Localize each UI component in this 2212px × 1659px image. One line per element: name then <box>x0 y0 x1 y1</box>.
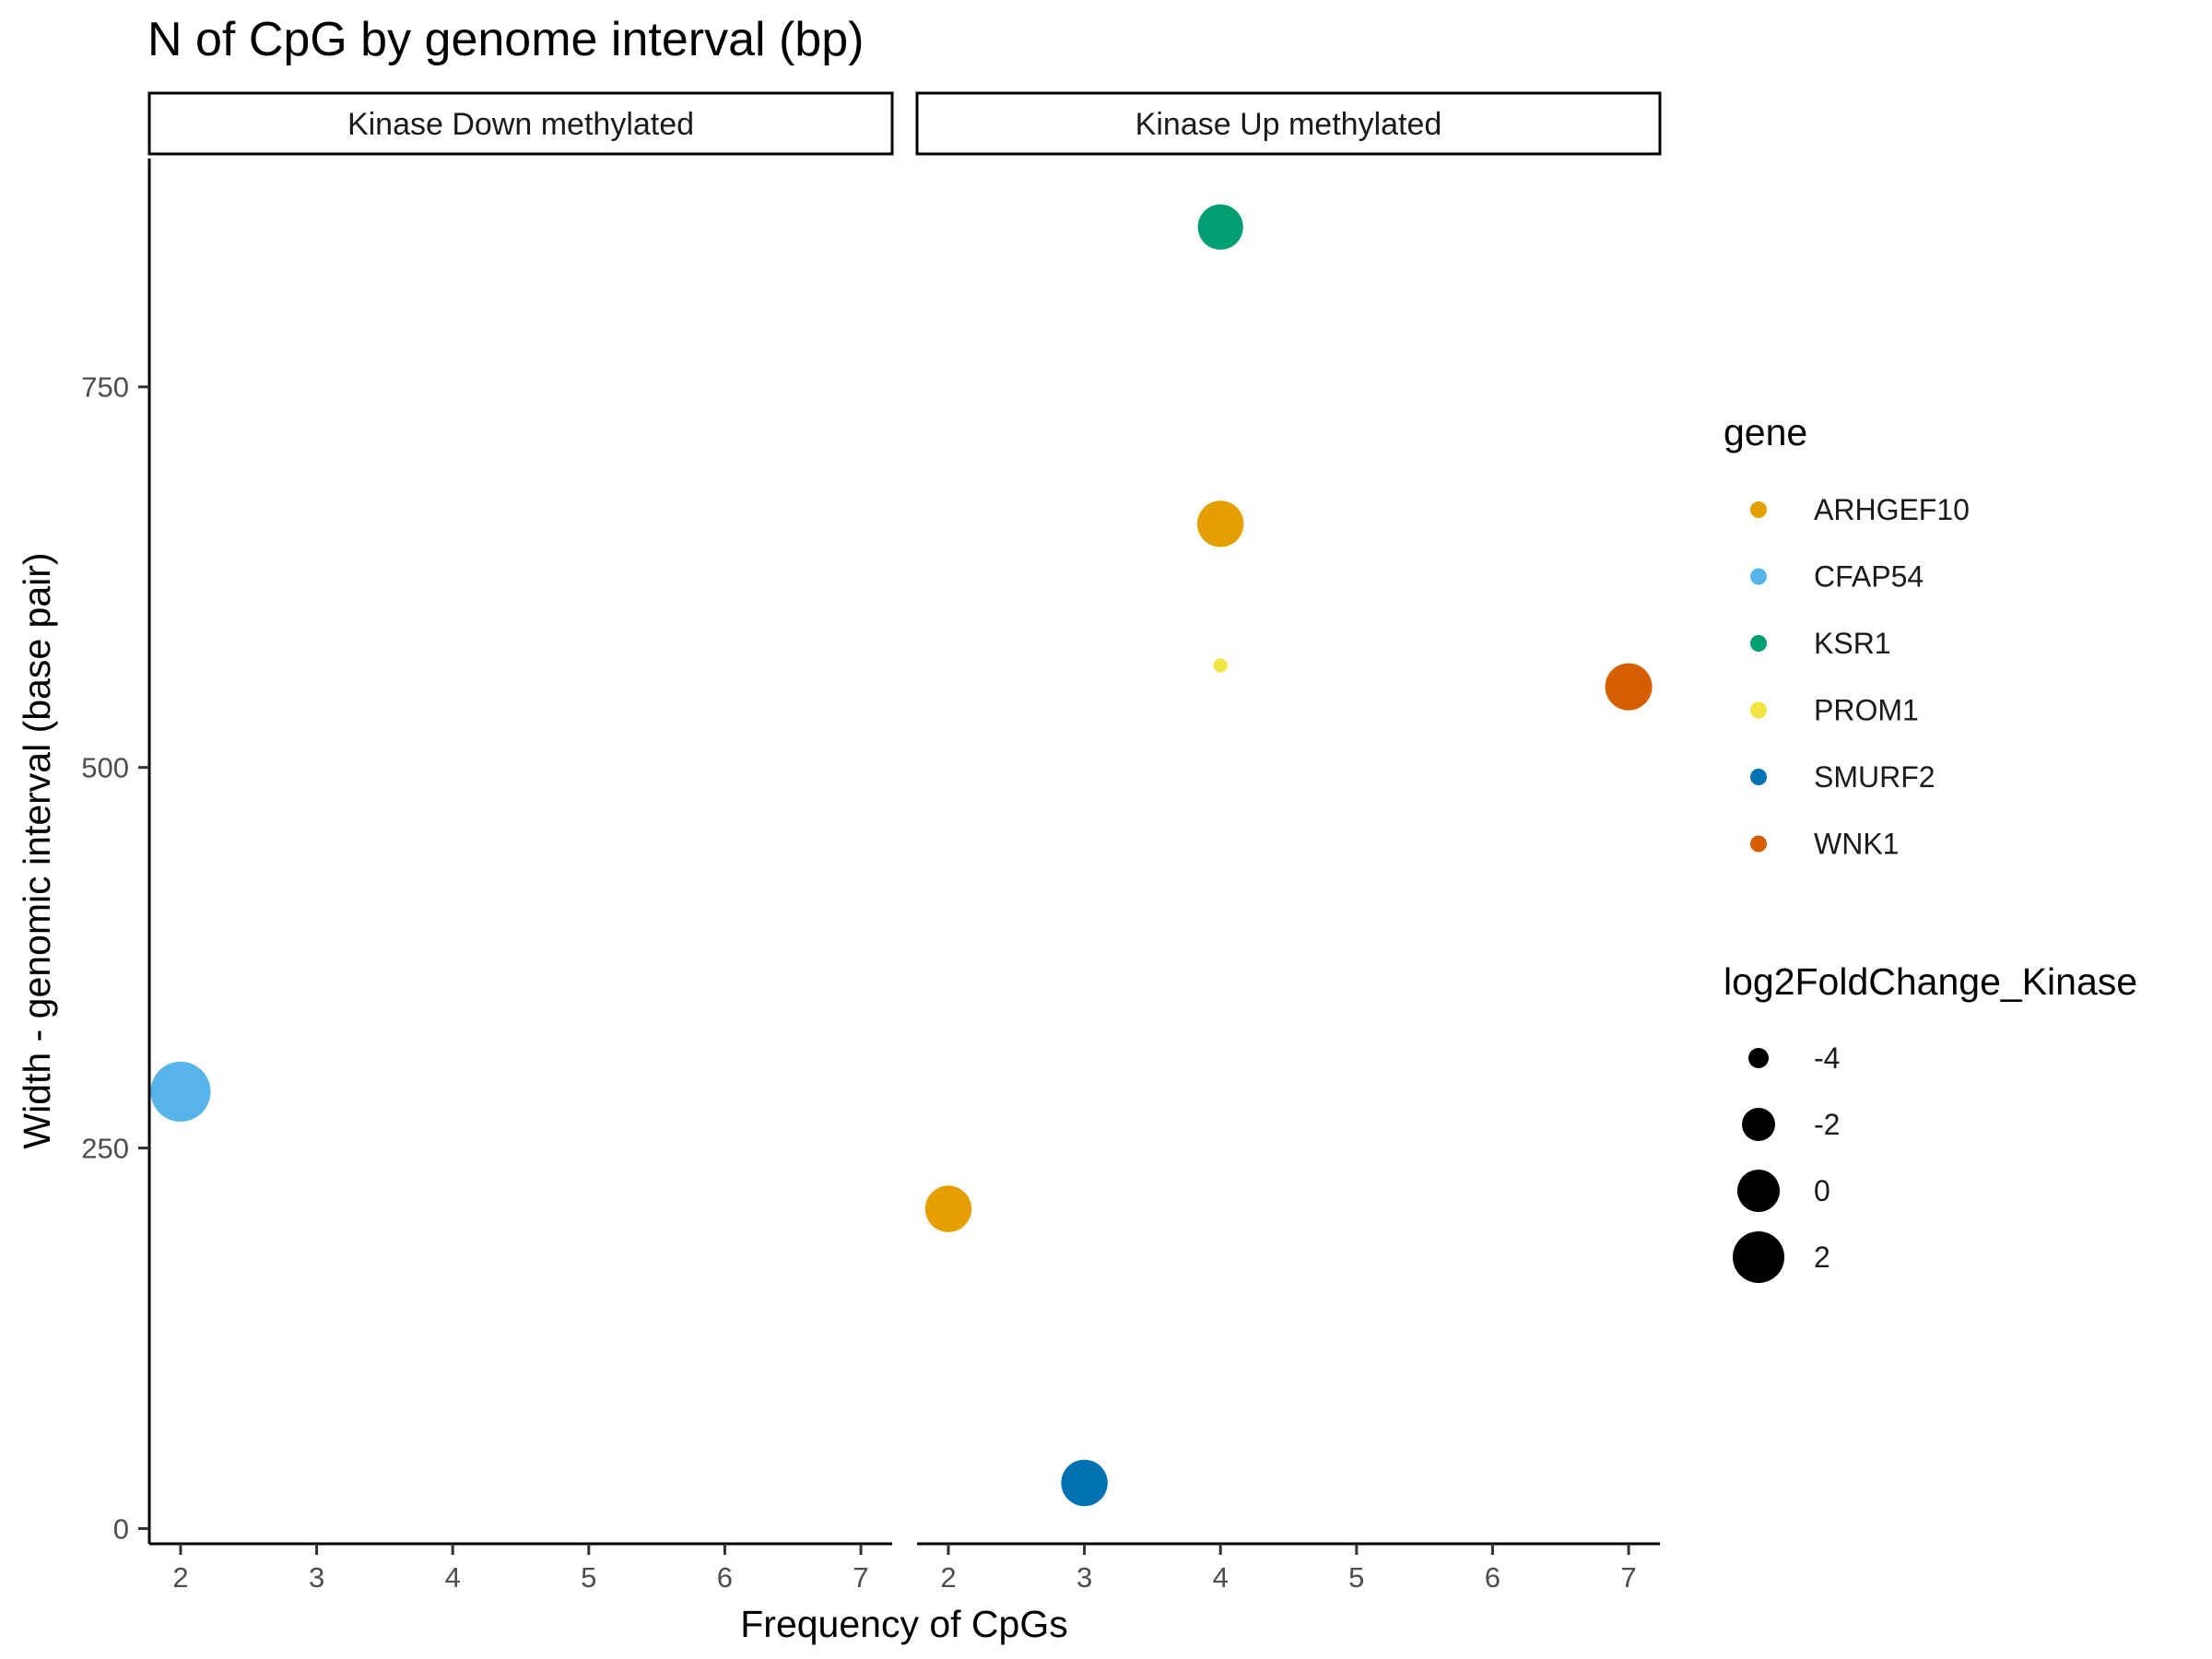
x-tick-label: 5 <box>581 1561 596 1594</box>
point-ksr1 <box>1197 204 1243 250</box>
x-tick-label: 4 <box>1213 1561 1229 1594</box>
size-legend-key <box>1733 1231 1784 1283</box>
x-tick-label: 5 <box>1348 1561 1364 1594</box>
x-tick-label: 7 <box>853 1561 868 1594</box>
point-arhgef10 <box>1196 500 1244 547</box>
data-points <box>150 204 1653 1507</box>
facet-strip-label-down: Kinase Down methylated <box>347 107 694 142</box>
gene-legend-title: gene <box>1724 411 1807 453</box>
legend-label-smurf2: SMURF2 <box>1814 760 1936 794</box>
x-tick-label: 6 <box>1485 1561 1500 1594</box>
facet-strip-down <box>147 91 894 156</box>
x-tick-label: 2 <box>940 1561 956 1594</box>
gene-legend: ARHGEF10 CFAP54 KSR1 PROM1 SMURF2 WNK1 <box>1750 493 1970 861</box>
legend-key-smurf2 <box>1750 769 1767 785</box>
y-tick-label: 250 <box>81 1133 129 1165</box>
legend-key-cfap54 <box>1750 568 1767 585</box>
point-cfap54 <box>150 1061 211 1123</box>
y-tick-label: 750 <box>81 371 129 404</box>
x-axis-title: Frequency of CpGs <box>740 1603 1068 1645</box>
legend-key-arhgef10 <box>1750 501 1767 518</box>
size-legend: -4 -2 0 2 <box>1733 1041 1840 1283</box>
legend-label-ksr1: KSR1 <box>1814 627 1891 660</box>
size-legend-label: 2 <box>1814 1241 1830 1274</box>
point-smurf2 <box>1061 1459 1108 1507</box>
x-axis-ticks: 2 3 4 5 6 7 2 3 4 5 6 7 <box>172 1544 1637 1594</box>
y-tick-label: 500 <box>81 752 129 784</box>
y-axis-ticks: 0 250 500 750 <box>81 371 149 1545</box>
size-legend-title: log2FoldChange_Kinase <box>1724 960 2137 1003</box>
y-tick-label: 0 <box>113 1512 129 1545</box>
legend-label-prom1: PROM1 <box>1814 694 1919 727</box>
legend-key-wnk1 <box>1750 835 1767 853</box>
size-legend-label: -2 <box>1814 1108 1840 1141</box>
size-legend-label: -4 <box>1814 1041 1840 1075</box>
x-tick-label: 3 <box>309 1561 324 1594</box>
x-tick-label: 7 <box>1620 1561 1636 1594</box>
y-axis-title: Width - genomic interval (base pair) <box>16 552 58 1148</box>
x-tick-label: 3 <box>1077 1561 1092 1594</box>
size-legend-key <box>1742 1108 1775 1141</box>
x-tick-label: 4 <box>445 1561 461 1594</box>
x-tick-label: 2 <box>172 1561 188 1594</box>
facet-strip-label-up: Kinase Up methylated <box>1135 107 1442 142</box>
chart-title: N of CpG by genome interval (bp) <box>147 13 864 66</box>
legend-label-wnk1: WNK1 <box>1814 828 1899 861</box>
size-legend-label: 0 <box>1814 1174 1830 1207</box>
size-legend-key <box>1737 1170 1780 1212</box>
point-arhgef10 <box>924 1185 972 1232</box>
legend-key-prom1 <box>1750 701 1767 719</box>
x-tick-label: 6 <box>717 1561 733 1594</box>
legend-key-ksr1 <box>1750 635 1767 652</box>
legend-label-cfap54: CFAP54 <box>1814 560 1924 594</box>
facet-strip-up <box>915 91 1662 156</box>
size-legend-key <box>1748 1048 1769 1068</box>
legend-label-arhgef10: ARHGEF10 <box>1814 493 1970 526</box>
point-prom1 <box>1213 658 1228 673</box>
point-wnk1 <box>1605 663 1653 711</box>
